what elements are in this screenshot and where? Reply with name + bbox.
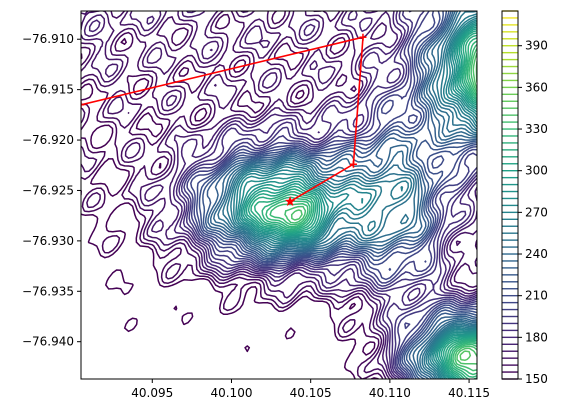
contour-lines (81, 11, 477, 379)
colorbar-tick-label: 150 (525, 372, 548, 386)
red-path (81, 33, 367, 206)
colorbar-tick-label: 270 (525, 205, 548, 219)
x-tick-label: 40.095 (131, 386, 173, 400)
contour-level-240 (213, 11, 477, 379)
contour-level-275 (236, 19, 477, 379)
y-tick-label: −76.935 (22, 284, 74, 298)
contour-level-160 (81, 11, 477, 379)
contour-level-195 (183, 11, 477, 379)
contour-level-230 (207, 11, 477, 379)
x-axis: 40.095 40.100 40.105 40.110 40.115 (131, 379, 490, 400)
colorbar-tick-label: 390 (525, 39, 548, 53)
contour-level-215 (198, 11, 477, 379)
x-tick-label: 40.115 (448, 386, 490, 400)
colorbar: 150 180 210 240 270 300 330 360 390 (501, 10, 548, 386)
contour-level-185 (178, 11, 477, 379)
colorbar-tick-label: 180 (525, 330, 548, 344)
y-tick-label: −76.940 (22, 335, 74, 349)
path-point-2 (349, 160, 357, 168)
y-tick-label: −76.930 (22, 234, 74, 248)
contour-level-300 (245, 27, 477, 379)
colorbar-tick-label: 240 (525, 247, 548, 261)
contour-level-290 (242, 24, 477, 379)
y-tick-label: −76.910 (22, 32, 74, 46)
contour-level-310 (250, 32, 477, 379)
contour-level-200 (186, 11, 477, 379)
contour-level-250 (222, 11, 477, 379)
path-point-0 (81, 101, 85, 109)
contour-level-245 (217, 11, 477, 379)
contour-level-285 (240, 22, 477, 379)
contour-level-260 (230, 13, 477, 379)
path-point-1 (359, 33, 367, 41)
contour-level-280 (238, 20, 477, 379)
x-tick-label: 40.110 (369, 386, 411, 400)
contour-level-265 (233, 15, 477, 379)
path-line (81, 36, 364, 203)
contour-level-170 (83, 11, 477, 379)
contour-level-270 (235, 17, 477, 379)
contour-level-255 (226, 11, 477, 379)
colorbar-tick-label: 300 (525, 164, 548, 178)
colorbar-frame (501, 10, 519, 380)
contour-level-235 (209, 11, 477, 379)
plot-frame (80, 10, 478, 380)
contour-level-150 (81, 37, 379, 379)
colorbar-tick-label: 210 (525, 289, 548, 303)
contour-level-165 (81, 11, 477, 379)
contour-level-220 (202, 11, 477, 379)
contour-level-210 (196, 11, 477, 379)
contour-level-335 (284, 47, 477, 372)
colorbar-tick-label: 360 (525, 80, 548, 94)
contour-level-320 (261, 37, 477, 379)
contour-level-155 (81, 11, 384, 379)
contour-level-325 (265, 40, 477, 378)
y-tick-label: −76.915 (22, 83, 74, 97)
contour-level-205 (190, 11, 477, 379)
y-tick-label: −76.920 (22, 133, 74, 147)
x-tick-label: 40.105 (290, 386, 332, 400)
contour-level-225 (204, 11, 477, 379)
x-tick-label: 40.100 (210, 386, 252, 400)
contour-level-190 (180, 11, 477, 379)
y-tick-label: −76.925 (22, 183, 74, 197)
colorbar-tick-label: 330 (525, 122, 548, 136)
contour-level-295 (243, 26, 477, 379)
contour-level-180 (175, 11, 477, 379)
colorbar-background (502, 11, 518, 379)
path-end-star (284, 196, 296, 206)
contour-level-315 (253, 34, 477, 379)
y-axis: −76.910 −76.915 −76.920 −76.925 −76.930 −76.9… (22, 32, 81, 349)
